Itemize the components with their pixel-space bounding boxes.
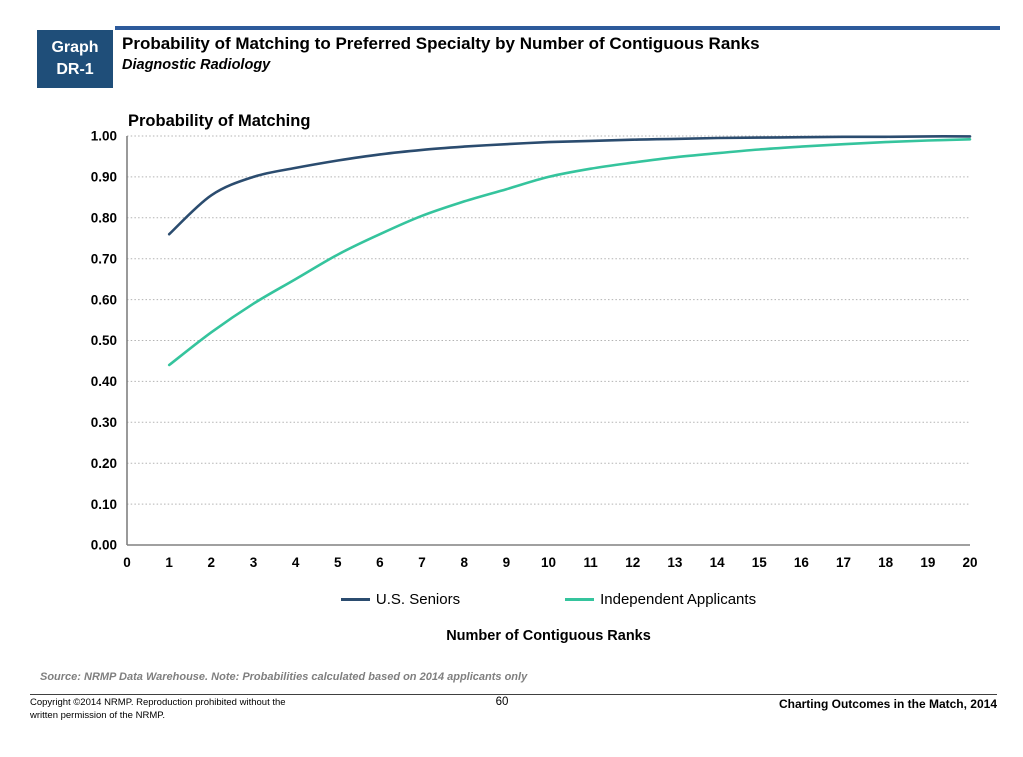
graph-badge: Graph DR-1: [37, 30, 113, 88]
x-tick-label: 18: [878, 555, 894, 570]
y-tick-labels: 0.00 0.10 0.20 0.30 0.40 0.50 0.60 0.70 0.80 0.90…: [91, 129, 117, 553]
us-seniors-line-swatch: [340, 598, 370, 601]
x-tick-label: 3: [250, 555, 258, 570]
legend-item-independent-applicants: Independent Applicants: [565, 591, 756, 608]
footer-copyright-line2: written permission of the NRMP.: [30, 709, 165, 721]
x-tick-label: 0: [123, 555, 131, 570]
x-tick-label: 19: [920, 555, 935, 570]
footer-rule: [30, 694, 997, 695]
y-tick-label: 0.10: [91, 497, 117, 512]
y-tick-label: 0.00: [91, 538, 117, 553]
x-tick-label: 14: [710, 555, 726, 570]
page-number: 60: [495, 696, 509, 708]
series-line-1: [167, 138, 972, 367]
header-rule: [115, 26, 1000, 30]
y-tick-label: 0.40: [91, 374, 117, 389]
y-tick-label: 0.50: [91, 333, 117, 348]
x-axis-title: Number of Contiguous Ranks: [446, 628, 651, 644]
x-tick-label: 5: [334, 555, 342, 570]
series-line-0: [167, 135, 972, 236]
x-tick-labels: 0 1 2 3 4 5 6 7 8 9 10 11 12 13 14 15 16 17 18 19 20: [123, 555, 977, 570]
y-tick-label: 0.20: [91, 456, 117, 471]
graph-badge-line2: DR-1: [56, 61, 94, 78]
chart-legend: U.S. Seniors Independent Applicants: [127, 591, 970, 608]
footer-copyright-line1: Copyright ©2014 NRMP. Reproduction prohi…: [30, 697, 286, 708]
legend-item-us-seniors: U.S. Seniors: [340, 591, 461, 608]
chart-title: Probability of Matching: [128, 112, 311, 130]
independent-applicants-line-swatch: [565, 598, 595, 601]
x-tick-label: 16: [794, 555, 810, 570]
y-tick-label: 1.00: [91, 129, 117, 144]
page-title: Probability of Matching to Preferred Spe…: [122, 34, 760, 53]
x-tick-label: 13: [667, 555, 683, 570]
x-tick-label: 1: [165, 555, 173, 570]
y-tick-label: 0.90: [91, 170, 117, 185]
y-tick-label: 0.80: [91, 211, 117, 226]
x-tick-label: 4: [292, 555, 300, 570]
axes: [126, 136, 970, 546]
gridlines: [127, 135, 970, 546]
source-note: Source: NRMP Data Warehouse. Note: Proba…: [40, 671, 528, 683]
publication-title: Charting Outcomes in the Match, 2014: [778, 697, 997, 711]
graph-badge-line1: Graph: [51, 39, 99, 57]
legend-label-independent-applicants: Independent Applicants: [600, 591, 757, 608]
y-tick-label: 0.30: [91, 415, 117, 430]
footer-copyright: Copyright ©2014 NRMP. Reproduction prohi…: [30, 697, 302, 723]
legend-label-us-seniors: U.S. Seniors: [375, 591, 461, 608]
x-tick-label: 20: [962, 555, 977, 570]
x-tick-label: 2: [208, 555, 216, 570]
x-tick-label: 7: [418, 555, 426, 570]
series-curves: [167, 135, 972, 367]
x-tick-label: 10: [541, 555, 556, 570]
x-tick-label: 9: [503, 555, 511, 570]
x-tick-label: 15: [752, 555, 768, 570]
x-tick-label: 17: [836, 555, 851, 570]
y-tick-label: 0.60: [91, 292, 117, 307]
x-tick-label: 11: [584, 555, 599, 570]
x-tick-label: 6: [376, 555, 384, 570]
page-subtitle: Diagnostic Radiology: [122, 57, 271, 73]
y-tick-label: 0.70: [91, 251, 117, 266]
x-tick-label: 12: [625, 555, 640, 570]
x-tick-label: 8: [460, 555, 468, 570]
